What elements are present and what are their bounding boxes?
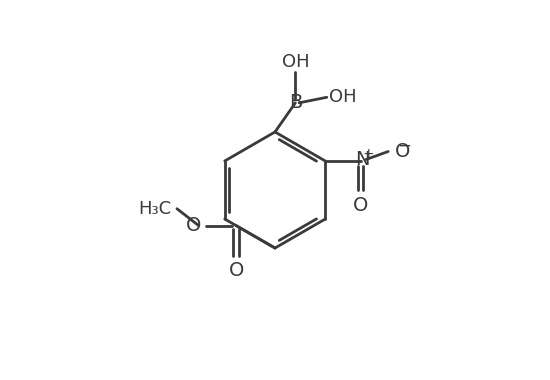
Text: +: + [362, 147, 374, 161]
Text: O: O [353, 196, 369, 215]
Text: N: N [355, 150, 369, 169]
Text: OH: OH [282, 52, 309, 71]
Text: O: O [185, 216, 201, 235]
Text: H₃C: H₃C [138, 200, 171, 218]
Text: B: B [289, 93, 302, 112]
Text: −: − [397, 136, 411, 155]
Text: O: O [228, 261, 244, 280]
Text: OH: OH [328, 88, 356, 106]
Text: O: O [394, 142, 410, 161]
